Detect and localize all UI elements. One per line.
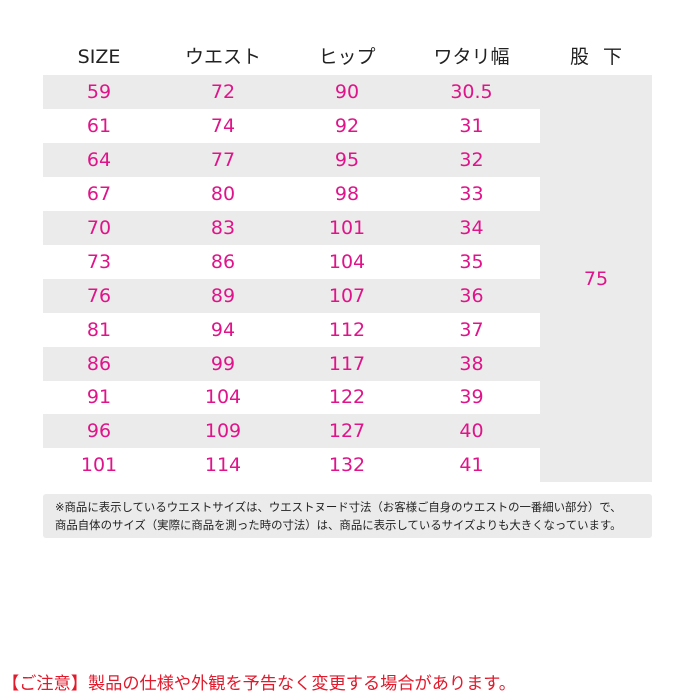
cell-hip: 104 [328, 251, 366, 273]
cell-thigh-width: 40 [459, 420, 484, 442]
table-row: 70 83 101 34 [43, 211, 540, 245]
cell-hip: 95 [334, 149, 360, 171]
cell-size: 59 [86, 81, 112, 103]
table-row: 61 74 92 31 [43, 109, 540, 143]
cell-waist: 72 [210, 81, 236, 103]
table-row: 76 89 107 36 [43, 279, 540, 313]
cell-size: 67 [86, 183, 112, 205]
cell-hip: 117 [328, 353, 366, 375]
cell-size: 70 [86, 217, 112, 239]
cell-thigh-width: 30.5 [450, 81, 493, 103]
cell-waist: 94 [210, 319, 236, 341]
cell-thigh-width: 35 [459, 251, 484, 273]
cell-size: 73 [86, 251, 112, 273]
caution-notice: 【ご注意】製品の仕様や外観を予告なく変更する場合があります。 [2, 674, 516, 694]
cell-thigh-width: 31 [459, 115, 484, 137]
header-hip: ヒップ [318, 46, 376, 68]
table-body: 59 72 90 30.5 61 74 92 31 64 77 95 32 67 80 98 33 70 83 10… [43, 75, 540, 482]
cell-thigh-width: 34 [459, 217, 484, 239]
cell-size: 76 [86, 285, 112, 307]
cell-size: 101 [80, 454, 118, 476]
cell-waist: 104 [204, 386, 242, 408]
cell-size: 61 [86, 115, 112, 137]
cell-thigh-width: 38 [459, 353, 484, 375]
cell-hip: 98 [334, 183, 360, 205]
size-note-line-2: 商品自体のサイズ（実際に商品を測った時の寸法）は、商品に表示しているサイズよりも… [55, 518, 622, 532]
cell-hip: 122 [328, 386, 366, 408]
cell-waist: 86 [210, 251, 236, 273]
cell-thigh-width: 33 [459, 183, 484, 205]
inseam-value: 75 [540, 75, 652, 482]
cell-hip: 92 [334, 115, 360, 137]
cell-thigh-width: 41 [459, 454, 484, 476]
cell-hip: 132 [328, 454, 366, 476]
cell-waist: 83 [210, 217, 236, 239]
cell-hip: 107 [328, 285, 366, 307]
cell-waist: 114 [204, 454, 242, 476]
table-row: 96 109 127 40 [43, 414, 540, 448]
cell-hip: 90 [334, 81, 360, 103]
table-row: 64 77 95 32 [43, 143, 540, 177]
cell-thigh-width: 39 [459, 386, 484, 408]
cell-waist: 109 [204, 420, 242, 442]
table-row: 101 114 132 41 [43, 448, 540, 482]
cell-size: 81 [86, 319, 112, 341]
table-row: 86 99 117 38 [43, 347, 540, 381]
header-waist: ウエスト [184, 46, 261, 68]
cell-size: 96 [86, 420, 112, 442]
header-inseam: 股下 [569, 46, 636, 68]
size-table: SIZE ウエスト ヒップ ワタリ幅 股下 59 72 90 30.5 61 74 92 31… [43, 40, 652, 482]
cell-waist: 80 [210, 183, 236, 205]
table-row: 91 104 122 39 [43, 380, 540, 414]
table-row: 67 80 98 33 [43, 177, 540, 211]
header-size: SIZE [77, 46, 121, 68]
cell-thigh-width: 36 [459, 285, 484, 307]
cell-size: 64 [86, 149, 112, 171]
cell-hip: 101 [328, 217, 366, 239]
table-row: 59 72 90 30.5 [43, 75, 540, 109]
cell-waist: 77 [210, 149, 236, 171]
cell-hip: 127 [328, 420, 366, 442]
cell-waist: 74 [210, 115, 236, 137]
table-header-row: SIZE ウエスト ヒップ ワタリ幅 [43, 40, 540, 75]
header-thigh-width: ワタリ幅 [433, 46, 510, 68]
table-row: 73 86 104 35 [43, 245, 540, 279]
cell-size: 91 [86, 386, 112, 408]
cell-waist: 99 [210, 353, 236, 375]
cell-hip: 112 [328, 319, 366, 341]
size-note: ※商品に表示しているウエストサイズは、ウエストヌード寸法（お客様ご自身のウエスト… [43, 494, 652, 538]
table-row: 81 94 112 37 [43, 313, 540, 347]
cell-thigh-width: 37 [459, 319, 484, 341]
cell-size: 86 [86, 353, 112, 375]
size-note-line-1: ※商品に表示しているウエストサイズは、ウエストヌード寸法（お客様ご自身のウエスト… [55, 500, 622, 514]
cell-waist: 89 [210, 285, 236, 307]
cell-thigh-width: 32 [459, 149, 484, 171]
